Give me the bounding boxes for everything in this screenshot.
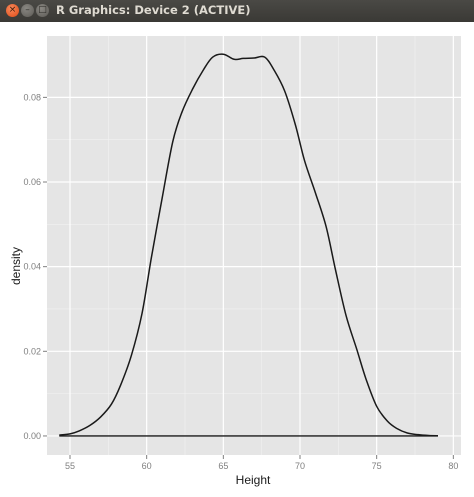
y-tick-label: 0.02 (23, 346, 41, 356)
maximize-icon: □ (38, 5, 47, 15)
y-axis-label: density (9, 247, 23, 285)
plot-area: 55 60 65 70 75 80 0.00 0.02 0.04 0.06 0.08 Height… (0, 22, 474, 493)
plot-panel (47, 36, 461, 455)
close-window-button[interactable]: × (6, 4, 19, 17)
window-title: R Graphics: Device 2 (ACTIVE) (56, 3, 251, 17)
y-axis-ticks: 0.00 0.02 0.04 0.06 0.08 (23, 92, 47, 441)
density-curve (59, 53, 439, 437)
close-icon: × (8, 5, 17, 15)
minimize-icon: – (25, 5, 30, 15)
y-tick-label: 0.04 (23, 262, 41, 272)
x-tick-label: 70 (295, 461, 305, 471)
x-axis-ticks: 55 60 65 70 75 80 (65, 455, 458, 471)
maximize-window-button[interactable]: □ (36, 4, 49, 17)
y-tick-label: 0.06 (23, 177, 41, 187)
y-tick-label: 0.08 (23, 92, 41, 102)
x-axis-label: Height (236, 473, 271, 487)
minimize-window-button[interactable]: – (21, 4, 34, 17)
title-bar[interactable]: × – □ R Graphics: Device 2 (ACTIVE) (0, 0, 474, 22)
major-gridlines (47, 36, 461, 455)
x-tick-label: 80 (448, 461, 458, 471)
x-tick-label: 60 (142, 461, 152, 471)
x-tick-label: 75 (372, 461, 382, 471)
y-tick-label: 0.00 (23, 431, 41, 441)
x-tick-label: 65 (218, 461, 228, 471)
density-chart: 55 60 65 70 75 80 0.00 0.02 0.04 0.06 0.08 Height… (9, 36, 461, 487)
x-tick-label: 55 (65, 461, 75, 471)
